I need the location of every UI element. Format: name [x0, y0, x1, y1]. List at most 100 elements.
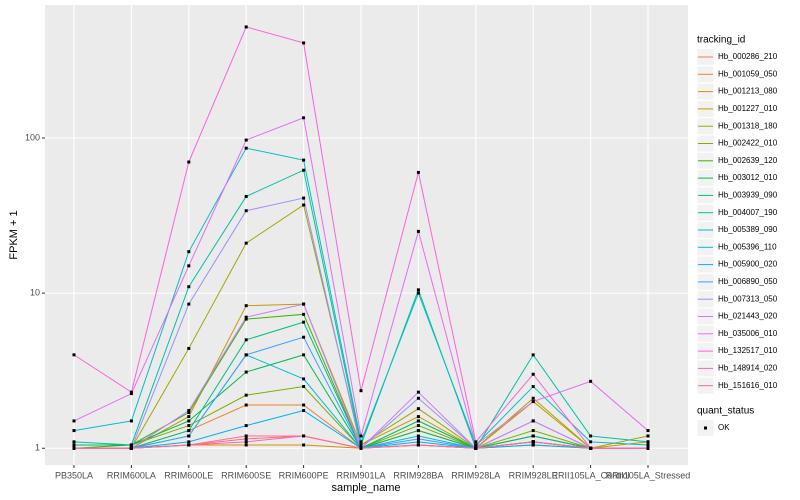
data-point — [187, 424, 191, 428]
y-tick-label: 10 — [30, 288, 40, 298]
data-point — [359, 446, 363, 450]
data-point — [187, 415, 191, 419]
data-point — [589, 434, 593, 438]
data-point — [302, 443, 306, 447]
data-point — [531, 419, 535, 423]
data-point — [416, 415, 420, 419]
data-point — [244, 353, 248, 357]
data-point — [416, 396, 420, 400]
data-point — [244, 209, 248, 213]
data-point — [531, 400, 535, 404]
data-point — [646, 446, 650, 450]
legend-label: Hb_001213_080 — [718, 87, 778, 96]
data-point — [302, 353, 306, 357]
data-point — [244, 437, 248, 441]
data-point — [244, 393, 248, 397]
data-point — [72, 353, 76, 357]
data-point — [244, 443, 248, 447]
legend-label: Hb_002422_010 — [718, 139, 778, 148]
legend-label: Hb_006890_050 — [718, 277, 778, 286]
data-point — [302, 158, 306, 162]
data-point — [416, 429, 420, 433]
data-point — [244, 194, 248, 198]
data-point — [187, 443, 191, 447]
data-point — [416, 291, 420, 295]
data-point — [416, 440, 420, 444]
data-point — [531, 353, 535, 357]
data-point — [416, 437, 420, 441]
data-point — [187, 250, 191, 254]
data-point — [72, 440, 76, 444]
data-point — [187, 302, 191, 306]
x-tick-label: RRIM901LA — [336, 470, 385, 480]
legend-label: Hb_001059_050 — [718, 69, 778, 78]
data-point — [129, 390, 133, 394]
data-point — [302, 409, 306, 413]
data-point — [474, 446, 478, 450]
data-point — [187, 346, 191, 350]
legend-label: Hb_000286_210 — [718, 52, 778, 61]
data-point — [531, 440, 535, 444]
data-point — [646, 440, 650, 444]
data-point — [244, 25, 248, 29]
data-point — [531, 372, 535, 376]
data-point — [244, 403, 248, 407]
data-point — [244, 440, 248, 444]
legend-label: Hb_132517_010 — [718, 346, 778, 355]
data-point — [589, 379, 593, 383]
data-point — [302, 385, 306, 389]
x-tick-label: RRII105LA_Control — [552, 470, 630, 480]
data-point — [302, 203, 306, 207]
legend-label: Hb_005396_110 — [718, 242, 777, 251]
x-tick-label: PB350LA — [55, 470, 93, 480]
data-point — [244, 434, 248, 438]
data-point — [474, 440, 478, 444]
data-point — [244, 370, 248, 374]
x-tick-label: RRII105LA_Stressed — [606, 470, 691, 480]
data-point — [589, 446, 593, 450]
data-point — [416, 390, 420, 394]
data-point — [416, 288, 420, 292]
data-point — [302, 434, 306, 438]
data-point — [359, 389, 363, 393]
data-point — [129, 419, 133, 423]
data-point — [416, 407, 420, 411]
data-point — [187, 419, 191, 423]
data-point — [359, 440, 363, 444]
data-point — [187, 264, 191, 268]
data-point — [187, 411, 191, 415]
data-point — [72, 446, 76, 450]
data-point — [302, 41, 306, 45]
x-tick-label: RRIM928LE — [509, 470, 558, 480]
data-point — [187, 440, 191, 444]
data-point — [531, 429, 535, 433]
data-point — [129, 446, 133, 450]
data-point — [531, 385, 535, 389]
x-tick-label: RRIM928BA — [393, 470, 443, 480]
data-point — [244, 146, 248, 150]
data-point — [531, 443, 535, 447]
data-point — [302, 302, 306, 306]
x-axis-title: sample_name — [331, 482, 400, 494]
data-point — [302, 116, 306, 120]
panel — [45, 5, 688, 465]
data-point — [416, 443, 420, 447]
data-point — [531, 396, 535, 400]
data-point — [187, 434, 191, 438]
data-point — [129, 443, 133, 447]
legend-label: Hb_021443_020 — [718, 312, 778, 321]
data-point — [187, 285, 191, 289]
data-point — [187, 429, 191, 433]
data-point — [302, 377, 306, 381]
y-axis-title: FPKM + 1 — [8, 210, 20, 259]
data-point — [416, 434, 420, 438]
legend-label: Hb_035006_010 — [718, 329, 778, 338]
data-point — [646, 434, 650, 438]
legend-label: Hb_148914_020 — [718, 364, 778, 373]
legend-label: Hb_007313_050 — [718, 294, 778, 303]
data-point — [302, 335, 306, 339]
legend-label: Hb_004007_190 — [718, 208, 778, 217]
data-point — [302, 403, 306, 407]
data-point — [187, 160, 191, 164]
